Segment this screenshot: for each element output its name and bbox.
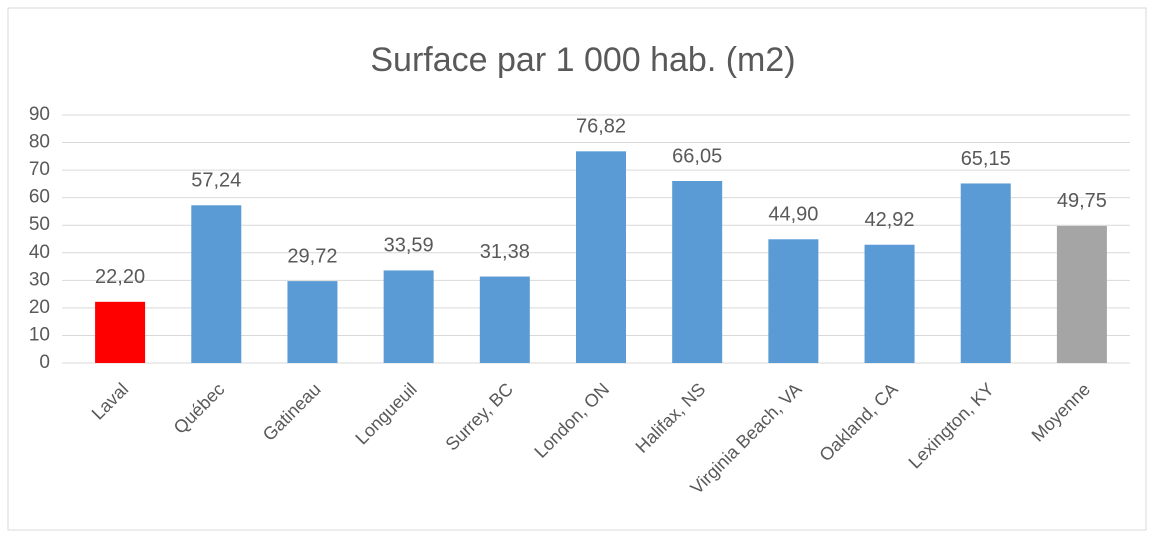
y-tick-label: 80 [29, 132, 50, 153]
value-label: 76,82 [576, 116, 626, 138]
bar [576, 151, 626, 363]
value-label: 31,38 [480, 241, 530, 263]
value-label: 33,59 [384, 235, 434, 257]
y-tick-label: 60 [29, 187, 50, 208]
y-tick-label: 0 [39, 352, 50, 373]
bar [95, 301, 146, 363]
value-label: 65,15 [961, 148, 1011, 170]
bar [191, 205, 242, 363]
y-tick-label: 20 [29, 297, 50, 318]
bar [383, 270, 434, 363]
bar [864, 244, 915, 363]
y-tick-label: 40 [29, 242, 50, 263]
bar [768, 239, 819, 363]
value-label: 42,92 [865, 209, 915, 231]
bar [1056, 225, 1107, 363]
y-tick-label: 90 [29, 104, 50, 125]
y-tick-label: 30 [29, 269, 50, 290]
bar [479, 276, 530, 363]
value-label: 66,05 [672, 145, 722, 167]
y-tick-label: 10 [29, 324, 50, 345]
value-label: 29,72 [287, 245, 337, 267]
value-label: 57,24 [191, 170, 241, 192]
y-tick-label: 70 [29, 159, 50, 180]
chart-title: Surface par 1 000 hab. (m2) [370, 41, 795, 79]
value-label: 44,90 [768, 204, 818, 226]
value-label: 22,20 [95, 266, 145, 288]
value-label: 49,75 [1057, 190, 1107, 212]
y-tick-label: 50 [29, 214, 50, 235]
bar [960, 183, 1011, 363]
bar [287, 281, 338, 363]
bar [672, 180, 723, 363]
